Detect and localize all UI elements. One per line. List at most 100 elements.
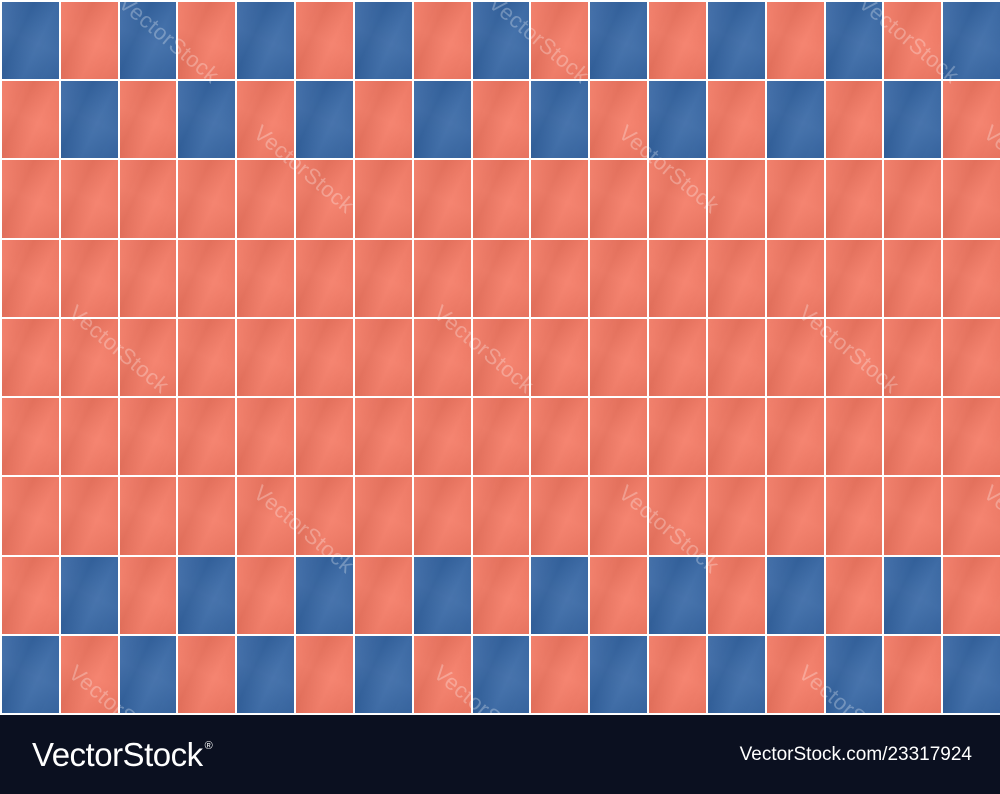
blue-tile (766, 556, 824, 634)
coral-tile (766, 239, 824, 317)
coral-tile (2, 318, 59, 397)
coral-tile (178, 398, 236, 476)
coral-tile (119, 477, 177, 555)
coral-tile (178, 477, 236, 555)
coral-tile (60, 318, 118, 397)
coral-tile (472, 556, 530, 634)
blue-tile (766, 81, 824, 159)
blue-tile (590, 2, 648, 80)
coral-tile (178, 160, 236, 238)
blue-tile (825, 2, 883, 80)
coral-tile (237, 318, 295, 397)
coral-tile (531, 160, 589, 238)
blue-tile (237, 2, 295, 80)
coral-tile (825, 556, 883, 634)
image-id-label: VectorStock.com/23317924 (739, 743, 972, 765)
coral-tile (354, 556, 412, 634)
coral-tile (119, 160, 177, 238)
blue-tile (884, 556, 942, 634)
vectorstock-logo: VectorStock ® (32, 735, 213, 774)
coral-tile (590, 477, 648, 555)
coral-tile (531, 2, 589, 80)
coral-tile (884, 2, 942, 80)
coral-tile (60, 477, 118, 555)
blue-tile (413, 556, 471, 634)
coral-tile (707, 239, 765, 317)
coral-tile (884, 635, 942, 713)
coral-tile (296, 635, 353, 713)
tile-grid (2, 2, 1000, 713)
blue-tile (413, 81, 471, 159)
coral-tile (649, 318, 706, 397)
coral-tile (649, 635, 706, 713)
coral-tile (707, 477, 765, 555)
blue-tile (119, 2, 177, 80)
coral-tile (649, 477, 706, 555)
coral-tile (354, 477, 412, 555)
coral-tile (825, 81, 883, 159)
coral-tile (766, 635, 824, 713)
coral-tile (472, 81, 530, 159)
coral-tile (766, 318, 824, 397)
blue-tile (2, 635, 59, 713)
coral-tile (354, 160, 412, 238)
blue-tile (707, 635, 765, 713)
logo-text: VectorStock (32, 735, 203, 773)
coral-tile (413, 239, 471, 317)
footer-bar: VectorStock ® VectorStock.com/23317924 (0, 715, 1000, 794)
coral-tile (119, 81, 177, 159)
coral-tile (60, 398, 118, 476)
coral-tile (590, 398, 648, 476)
coral-tile (413, 635, 471, 713)
blue-tile (178, 81, 236, 159)
coral-tile (590, 556, 648, 634)
blue-tile (884, 81, 942, 159)
blue-tile (237, 635, 295, 713)
coral-tile (237, 81, 295, 159)
blue-tile (531, 81, 589, 159)
coral-tile (296, 160, 353, 238)
coral-tile (943, 398, 1000, 476)
coral-tile (237, 556, 295, 634)
coral-tile (413, 398, 471, 476)
blue-tile (649, 556, 706, 634)
coral-tile (60, 160, 118, 238)
coral-tile (413, 477, 471, 555)
blue-tile (943, 635, 1000, 713)
blue-tile (531, 556, 589, 634)
coral-tile (354, 239, 412, 317)
blue-tile (707, 2, 765, 80)
coral-tile (649, 239, 706, 317)
coral-tile (531, 398, 589, 476)
coral-tile (766, 477, 824, 555)
coral-tile (60, 239, 118, 317)
coral-tile (649, 160, 706, 238)
blue-tile (296, 556, 353, 634)
blue-tile (296, 81, 353, 159)
coral-tile (472, 318, 530, 397)
coral-tile (707, 556, 765, 634)
blue-tile (472, 2, 530, 80)
coral-tile (825, 160, 883, 238)
coral-tile (472, 239, 530, 317)
coral-tile (60, 635, 118, 713)
coral-tile (178, 635, 236, 713)
coral-tile (707, 81, 765, 159)
coral-tile (766, 2, 824, 80)
coral-tile (119, 556, 177, 634)
registered-mark: ® (204, 739, 213, 752)
blue-tile (943, 2, 1000, 80)
coral-tile (884, 318, 942, 397)
blue-tile (649, 81, 706, 159)
coral-tile (825, 318, 883, 397)
coral-tile (884, 398, 942, 476)
coral-tile (354, 398, 412, 476)
coral-tile (943, 556, 1000, 634)
coral-tile (884, 477, 942, 555)
blue-tile (119, 635, 177, 713)
coral-tile (472, 160, 530, 238)
coral-tile (943, 318, 1000, 397)
coral-tile (413, 160, 471, 238)
coral-tile (2, 477, 59, 555)
blue-tile (590, 635, 648, 713)
